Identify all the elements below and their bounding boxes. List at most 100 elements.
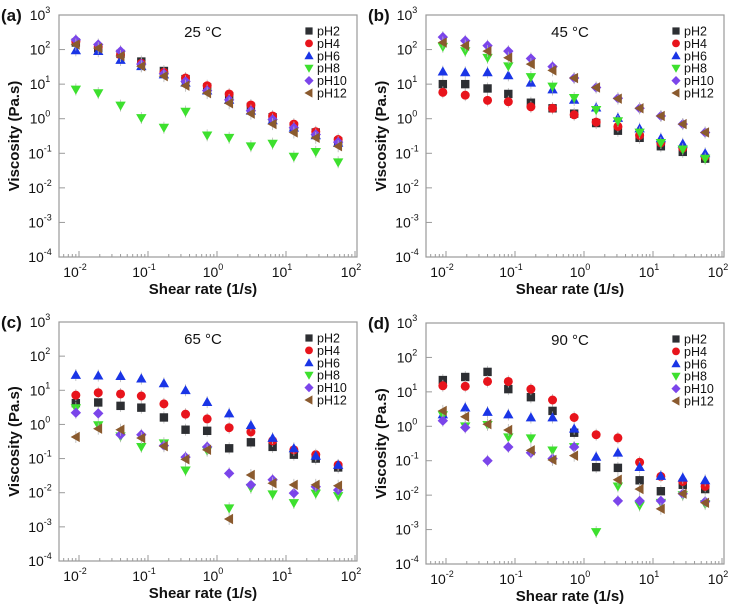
data-point	[613, 463, 623, 473]
data-point	[202, 414, 212, 424]
legend-label: pH12	[684, 87, 714, 101]
tick-exponent: 1	[45, 74, 50, 84]
data-point	[483, 376, 493, 386]
legend-label: pH10	[684, 74, 714, 88]
series-pH8	[437, 40, 711, 165]
x-tick-label: 101	[272, 262, 293, 280]
legend-label: pH12	[684, 395, 714, 409]
chart-panel-d: 10-2 10-1 100 101 10210-410-310-210-11001011…	[368, 313, 728, 605]
y-tick-label: 103	[30, 312, 51, 330]
data-point	[503, 424, 513, 436]
data-point	[71, 390, 81, 400]
panel-label: (a)	[1, 6, 22, 25]
data-point	[568, 94, 580, 104]
tick-base: 10	[430, 571, 446, 587]
data-point	[612, 117, 624, 127]
temperature-annotation: 45 °C	[551, 24, 589, 41]
y-tick-label: 101	[30, 380, 51, 398]
tick-base: 10	[30, 314, 46, 330]
tick-exponent: -1	[44, 449, 52, 459]
data-point	[332, 492, 344, 502]
data-point	[180, 385, 191, 395]
x-tick-label: 101	[272, 566, 293, 584]
data-point	[437, 405, 447, 417]
legend-marker	[304, 64, 314, 73]
legend-label: pH6	[684, 49, 707, 63]
y-tick-label: 100	[397, 109, 418, 127]
tick-base: 10	[395, 249, 411, 265]
data-point	[224, 444, 234, 453]
data-point	[612, 482, 624, 492]
legend-marker	[304, 358, 314, 367]
tick-exponent: 1	[412, 382, 417, 392]
data-point	[482, 45, 492, 57]
data-point	[677, 145, 688, 155]
data-point	[267, 477, 277, 489]
temperature-annotation: 65 °C	[184, 331, 222, 348]
legend-label: pH8	[684, 62, 707, 76]
data-point	[483, 95, 493, 105]
tick-exponent: -3	[411, 520, 419, 530]
data-point	[70, 39, 80, 50]
legend-label: pH12	[317, 87, 347, 101]
data-point	[93, 89, 104, 99]
legend-entry-pH10: pH10	[304, 74, 347, 88]
data-point	[503, 409, 514, 419]
legend-marker	[671, 76, 681, 86]
data-point	[591, 430, 601, 440]
tick-base: 10	[63, 568, 79, 584]
data-point	[224, 423, 234, 433]
data-point	[568, 441, 580, 453]
data-point	[460, 411, 470, 422]
data-point	[634, 483, 644, 495]
data-point	[482, 53, 493, 63]
series-pH12	[70, 38, 343, 153]
legend-marker	[672, 347, 680, 356]
tick-exponent: -1	[44, 143, 52, 153]
tick-exponent: -2	[44, 178, 52, 188]
data-point	[115, 50, 125, 62]
data-point	[137, 403, 146, 412]
tick-exponent: -1	[148, 262, 156, 272]
data-point	[115, 101, 126, 111]
tick-exponent: 0	[585, 569, 590, 579]
data-point	[70, 369, 82, 379]
data-point	[483, 84, 492, 93]
tick-base: 10	[397, 349, 413, 365]
data-point	[158, 123, 170, 133]
data-point	[568, 450, 579, 461]
x-tick-label: 10-1	[499, 262, 523, 280]
data-point	[245, 419, 257, 430]
tick-base: 10	[397, 315, 413, 331]
data-point	[115, 424, 125, 435]
data-point	[310, 450, 321, 460]
legend-entry-pH8: pH8	[671, 370, 707, 384]
data-point	[504, 384, 513, 394]
tick-base: 10	[28, 249, 44, 265]
y-tick-label: 103	[397, 5, 418, 23]
tick-base: 10	[708, 264, 724, 280]
data-point	[180, 454, 190, 465]
y-tick-label: 102	[397, 347, 418, 365]
y-tick-label: 10-3	[28, 212, 52, 230]
data-point	[93, 42, 103, 54]
data-point	[158, 70, 168, 82]
data-point	[136, 391, 146, 401]
x-tick-label: 100	[203, 566, 224, 584]
tick-base: 10	[639, 264, 655, 280]
data-point	[503, 433, 514, 443]
data-point	[612, 495, 624, 507]
data-point	[223, 98, 234, 109]
legend-label: pH4	[684, 37, 707, 51]
data-point	[503, 52, 513, 63]
tick-base: 10	[430, 264, 446, 280]
tick-exponent: 0	[585, 262, 590, 272]
data-point	[288, 479, 298, 491]
plot-frame	[58, 14, 358, 258]
tick-exponent: 2	[723, 569, 728, 579]
legend-marker	[671, 372, 681, 381]
tick-base: 10	[28, 553, 44, 569]
y-tick-label: 100	[30, 109, 51, 127]
data-point	[460, 90, 470, 100]
plot-frame	[58, 321, 358, 562]
